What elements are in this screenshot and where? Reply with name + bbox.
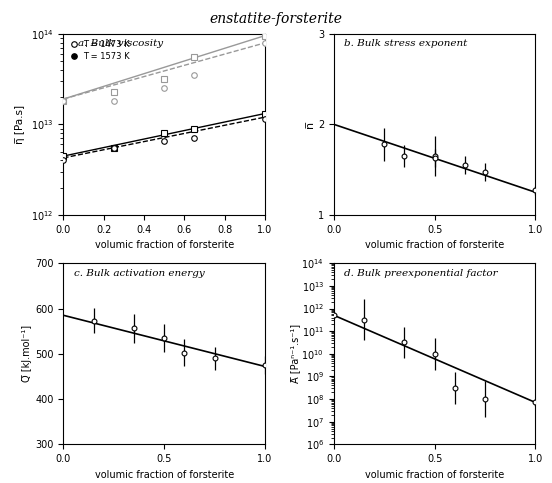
Text: enstatite-forsterite: enstatite-forsterite	[210, 12, 342, 26]
Text: b. Bulk stress exponent: b. Bulk stress exponent	[344, 39, 468, 48]
Y-axis label: η̅ [Pa.s]: η̅ [Pa.s]	[15, 105, 25, 144]
Y-axis label: Q̅ [kJ.mol⁻¹]: Q̅ [kJ.mol⁻¹]	[23, 325, 33, 383]
X-axis label: volumic fraction of forsterite: volumic fraction of forsterite	[94, 240, 234, 250]
X-axis label: volumic fraction of forsterite: volumic fraction of forsterite	[365, 469, 505, 480]
X-axis label: volumic fraction of forsterite: volumic fraction of forsterite	[365, 240, 505, 250]
X-axis label: volumic fraction of forsterite: volumic fraction of forsterite	[94, 469, 234, 480]
Y-axis label: n̅: n̅	[305, 121, 315, 128]
Text: c. Bulk activation energy: c. Bulk activation energy	[73, 269, 204, 278]
Text: d. Bulk preexponential factor: d. Bulk preexponential factor	[344, 269, 498, 278]
Y-axis label: A̅ [Paⁿ⁻¹.s⁻¹]: A̅ [Paⁿ⁻¹.s⁻¹]	[290, 324, 300, 384]
Text: a. Bulk viscosity: a. Bulk viscosity	[78, 39, 163, 48]
Legend: T = 1473 K, T = 1573 K: T = 1473 K, T = 1573 K	[68, 38, 131, 63]
